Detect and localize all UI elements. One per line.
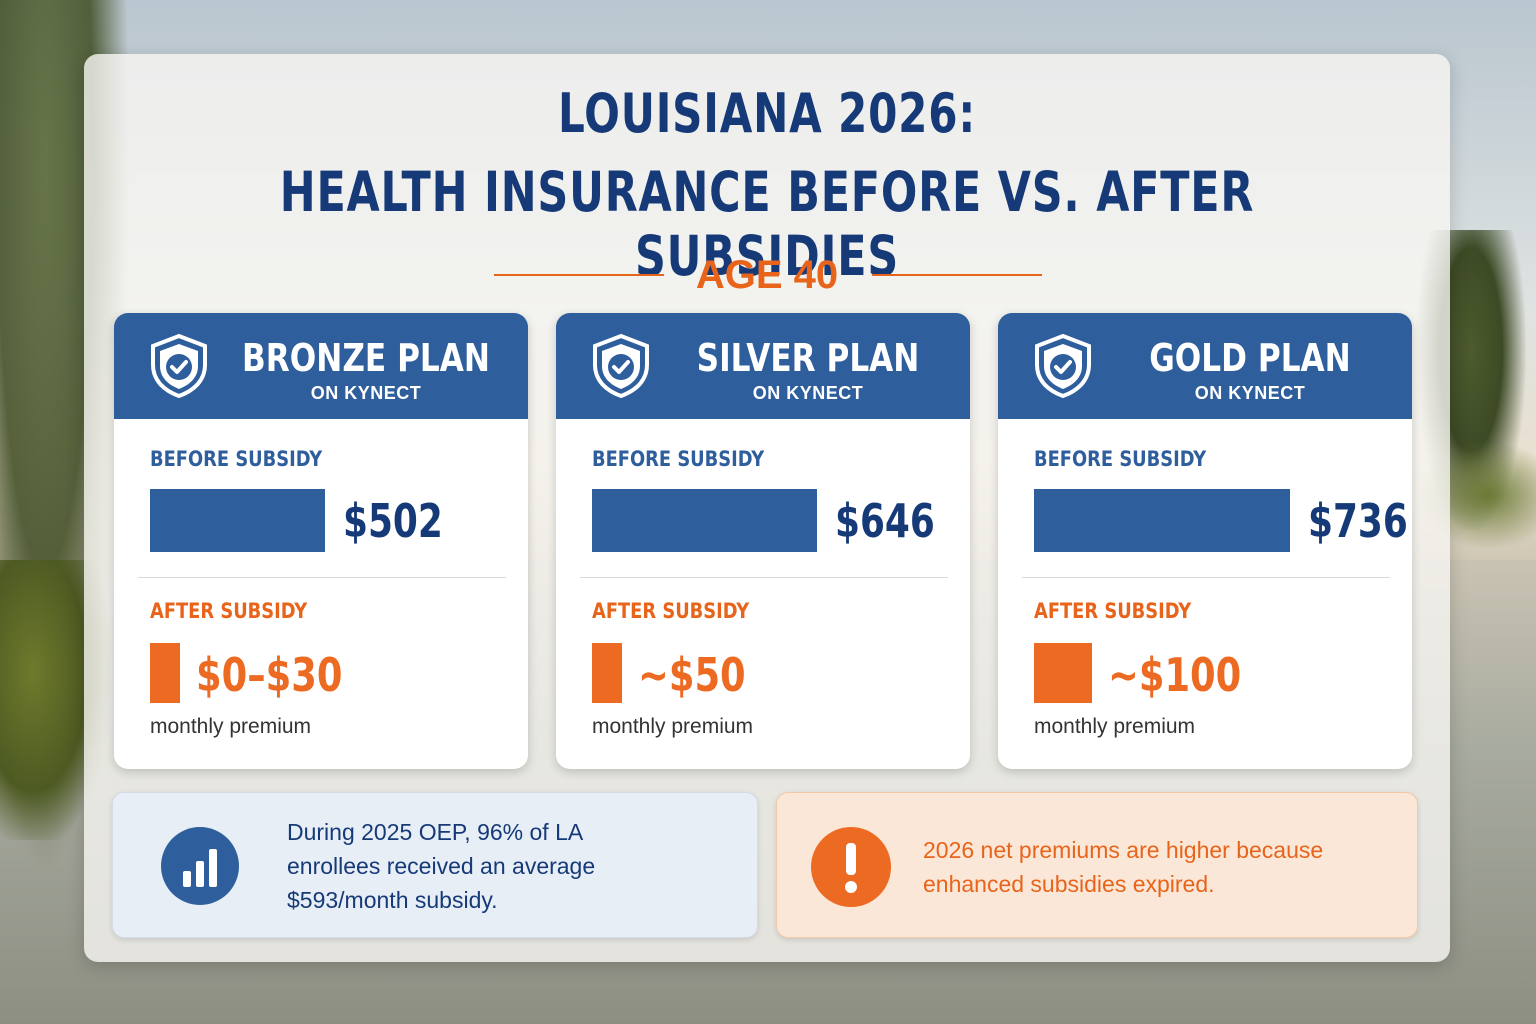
card-header: SILVER PLAN ON KYNECT [556,313,970,419]
before-subsidy-value: $736 [1308,494,1408,548]
before-subsidy-value: $646 [835,494,935,548]
page-title-line1: LOUISIANA 2026: [558,82,976,145]
shield-check-icon [151,333,207,399]
plan-name: SILVER PLAN [696,336,920,380]
premium-warning-text: 2026 net premiums are higher because enh… [923,837,1324,897]
subtitle-rule-right [872,274,1042,276]
before-subsidy-value: $502 [343,494,443,548]
after-subsidy-value: ~$100 [1108,648,1242,702]
premium-warning-callout: 2026 net premiums are higher because enh… [776,792,1418,938]
age-subtitle: AGE 40 [695,253,839,297]
premium-note: monthly premium [592,715,754,738]
plan-card-gold: GOLD PLAN ON KYNECT BEFORE SUBSIDY $736 … [998,313,1412,769]
after-subsidy-bar [150,643,180,703]
before-subsidy-label: BEFORE SUBSIDY [1034,447,1207,471]
card-header: GOLD PLAN ON KYNECT [998,313,1412,419]
page-title-line2: HEALTH INSURANCE BEFORE VS. AFTER SUBSID… [279,160,1255,288]
before-subsidy-bar [1034,489,1290,552]
plan-platform: ON KYNECT [752,383,864,403]
card-header: BRONZE PLAN ON KYNECT [114,313,528,419]
subsidy-stat-text: During 2025 OEP, 96% of LA enrollees rec… [287,819,596,913]
bar-chart-icon [161,827,239,905]
plan-platform: ON KYNECT [1194,383,1306,403]
after-subsidy-label: AFTER SUBSIDY [1034,599,1192,623]
plan-platform: ON KYNECT [310,383,422,403]
plan-name: GOLD PLAN [1149,336,1351,380]
after-subsidy-bar [1034,643,1092,703]
premium-note: monthly premium [150,715,312,738]
after-subsidy-bar [592,643,622,703]
after-subsidy-label: AFTER SUBSIDY [150,599,308,623]
exclamation-icon [811,827,891,907]
infographic-panel: LOUISIANA 2026: HEALTH INSURANCE BEFORE … [84,54,1450,962]
subtitle-rule-left [494,274,664,276]
after-subsidy-value: ~$50 [638,648,746,702]
shield-check-icon [593,333,649,399]
premium-note: monthly premium [1034,715,1196,738]
before-subsidy-label: BEFORE SUBSIDY [592,447,765,471]
after-subsidy-value: $0–$30 [196,648,343,702]
plan-card-bronze: BRONZE PLAN ON KYNECT BEFORE SUBSIDY $50… [114,313,528,769]
before-subsidy-bar [150,489,325,552]
before-subsidy-label: BEFORE SUBSIDY [150,447,323,471]
plan-name: BRONZE PLAN [242,336,490,380]
card-divider [1022,577,1390,578]
after-subsidy-label: AFTER SUBSIDY [592,599,750,623]
card-divider [138,577,506,578]
before-subsidy-bar [592,489,817,552]
card-divider [580,577,948,578]
subtitle-row: AGE 40 [84,250,1450,300]
shield-check-icon [1035,333,1091,399]
subsidy-stat-callout: During 2025 OEP, 96% of LA enrollees rec… [112,792,758,938]
plan-card-silver: SILVER PLAN ON KYNECT BEFORE SUBSIDY $64… [556,313,970,769]
